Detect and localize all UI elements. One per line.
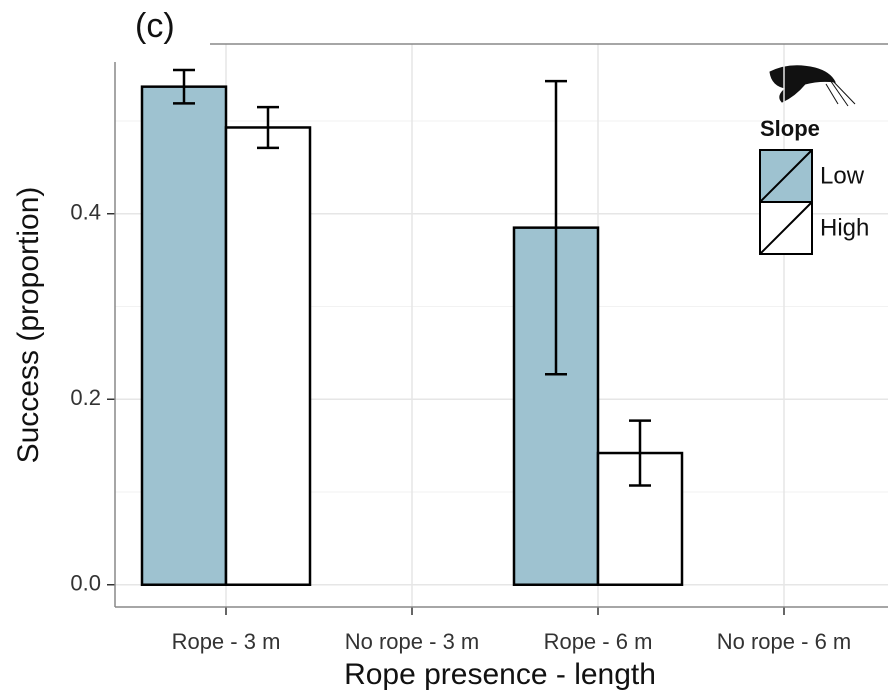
legend-label: High	[820, 214, 869, 241]
bar	[224, 126, 312, 586]
y-tick-label: 0.4	[70, 200, 101, 225]
error-bar	[173, 68, 195, 105]
y-tick-label: 0.2	[70, 385, 101, 410]
y-tick-label: 0.0	[70, 571, 101, 596]
error-bar	[257, 105, 279, 150]
error-bar	[629, 419, 651, 487]
legend-icon	[769, 65, 856, 107]
legend-title: Slope	[760, 116, 820, 141]
x-axis-title: Rope presence - length	[344, 658, 656, 691]
legend-slash	[759, 201, 813, 255]
legend-label: Low	[820, 162, 865, 189]
x-tick-label: No rope - 6 m	[717, 629, 852, 654]
y-axis-title: Success (proportion)	[12, 187, 45, 464]
x-tick-label: No rope - 3 m	[345, 629, 480, 654]
chart-title: (c)	[135, 7, 175, 45]
x-tick-label: Rope - 3 m	[172, 629, 281, 654]
legend-slash	[759, 149, 813, 203]
bar	[140, 85, 228, 586]
x-tick-label: Rope - 6 m	[544, 629, 653, 654]
error-bar	[545, 79, 567, 376]
